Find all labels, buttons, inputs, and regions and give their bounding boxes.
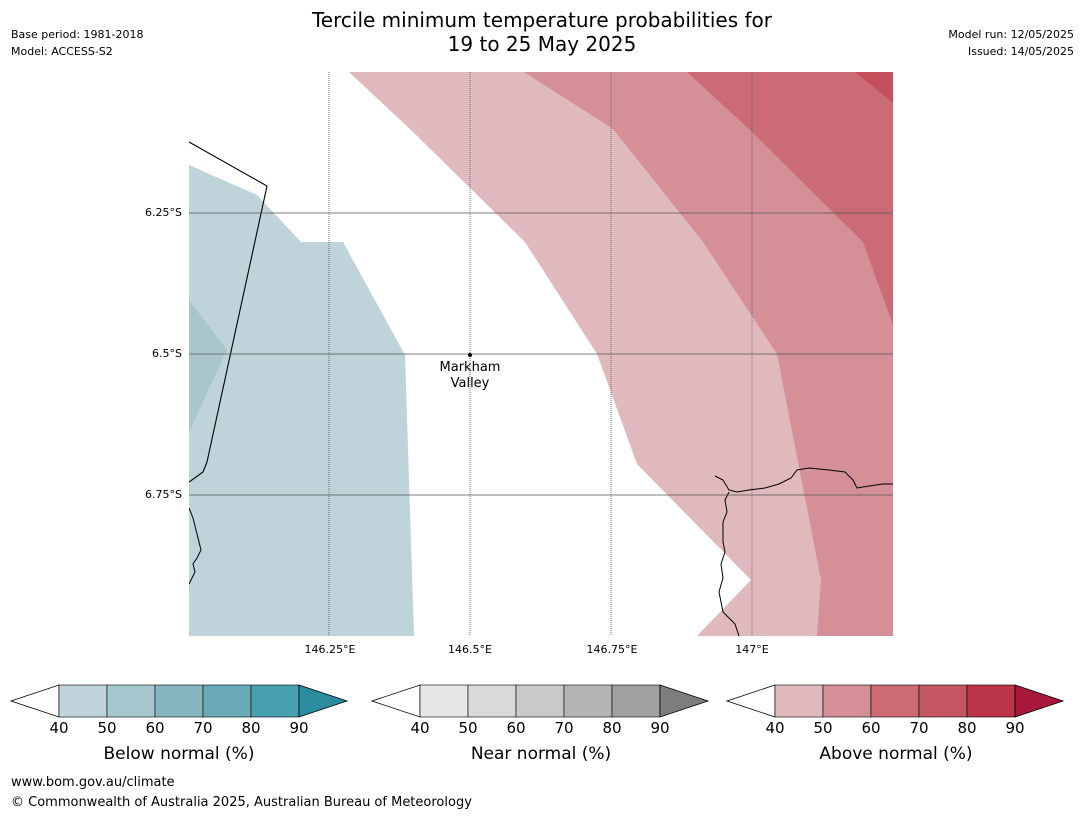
lat-label-1: 6.25°S	[145, 206, 182, 219]
colorbar-near-bin-4	[563, 684, 613, 718]
colorbar-near-low-extend	[371, 684, 421, 718]
lon-label-2: 146.5°E	[448, 643, 492, 656]
model-run: Model run: 12/05/2025	[948, 28, 1074, 41]
cb-below-tick-80: 80	[241, 719, 261, 737]
cb-above-tick-80: 80	[957, 719, 977, 737]
lon-label-4: 147°E	[735, 643, 769, 656]
coastline-west	[189, 507, 202, 585]
cb-near-tick-60: 60	[506, 719, 526, 737]
place-label-line-1: Markham	[439, 360, 501, 375]
coastline-river	[718, 491, 740, 636]
cb-below-tick-70: 70	[193, 719, 213, 737]
cb-near-tick-50: 50	[458, 719, 478, 737]
base-period: Base period: 1981-2018	[11, 28, 144, 41]
cb-below-tick-90: 90	[289, 719, 309, 737]
footer-url: www.bom.gov.au/climate	[11, 775, 175, 790]
colorbar-near-bin-2	[467, 684, 517, 718]
colorbar-below-normal	[10, 684, 349, 718]
cb-near-tick-80: 80	[602, 719, 622, 737]
cb-above-tick-70: 70	[909, 719, 929, 737]
colorbar-above-bin-3	[870, 684, 920, 718]
cb-near-tick-70: 70	[554, 719, 574, 737]
cb-near-tick-90: 90	[650, 719, 670, 737]
colorbar-below-bin-2	[106, 684, 156, 718]
colorbar-label-below: Below normal (%)	[103, 744, 255, 764]
cb-above-tick-60: 60	[861, 719, 881, 737]
meta-right: Model run: 12/05/2025 Issued: 14/05/2025	[948, 26, 1074, 60]
cb-above-tick-90: 90	[1005, 719, 1025, 737]
map-title: Tercile minimum temperature probabilitie…	[192, 8, 892, 56]
cb-above-tick-50: 50	[813, 719, 833, 737]
colorbar-below-low-extend	[10, 684, 60, 718]
place-label-line-2: Valley	[450, 376, 490, 391]
meta-left: Base period: 1981-2018 Model: ACCESS-S2	[11, 26, 143, 60]
coastline-east	[714, 467, 893, 493]
cb-near-tick-40: 40	[410, 719, 430, 737]
colorbar-above-normal	[726, 684, 1065, 718]
colorbar-below-bin-5	[250, 684, 300, 718]
colorbar-above-bin-2	[822, 684, 872, 718]
above-normal-region-60	[687, 72, 893, 325]
above-normal-region-70	[855, 72, 893, 103]
colorbar-near-high-extend	[659, 684, 710, 718]
lon-label-3: 146.75°E	[586, 643, 638, 656]
colorbar-above-bin-1	[774, 684, 824, 718]
colorbar-above-bin-5	[966, 684, 1016, 718]
colorbar-above-high-extend	[1014, 684, 1065, 718]
title-line-2: 19 to 25 May 2025	[447, 32, 637, 56]
lon-label-1: 146.25°E	[304, 643, 356, 656]
colorbar-near-normal	[371, 684, 710, 718]
issued-date: Issued: 14/05/2025	[967, 45, 1074, 58]
place-label: Markham Valley	[425, 360, 515, 392]
cb-above-tick-40: 40	[765, 719, 785, 737]
colorbar-below-bin-4	[202, 684, 252, 718]
cb-below-tick-40: 40	[49, 719, 69, 737]
place-marker	[468, 353, 472, 357]
colorbar-below-high-extend	[298, 684, 349, 718]
model-name: Model: ACCESS-S2	[11, 45, 113, 58]
lat-label-3: 6.75°S	[145, 488, 182, 501]
map-panel	[189, 72, 893, 636]
colorbar-near-bin-1	[419, 684, 469, 718]
colorbar-label-above: Above normal (%)	[819, 744, 973, 764]
colorbar-below-bin-3	[154, 684, 204, 718]
colorbar-near-bin-5	[611, 684, 661, 718]
colorbar-below-bin-1	[58, 684, 108, 718]
below-normal-region-50	[189, 300, 227, 432]
border-line	[189, 141, 268, 483]
footer-copyright: © Commonwealth of Australia 2025, Austra…	[11, 795, 472, 810]
colorbar-above-low-extend	[726, 684, 776, 718]
colorbar-label-near: Near normal (%)	[470, 744, 612, 764]
cb-below-tick-60: 60	[145, 719, 165, 737]
cb-below-tick-50: 50	[97, 719, 117, 737]
gridlines	[189, 72, 893, 636]
lat-label-2: 6.5°S	[152, 347, 182, 360]
title-line-1: Tercile minimum temperature probabilitie…	[311, 8, 773, 32]
colorbar-near-bin-3	[515, 684, 565, 718]
below-normal-region	[189, 165, 414, 636]
colorbar-above-bin-4	[918, 684, 968, 718]
